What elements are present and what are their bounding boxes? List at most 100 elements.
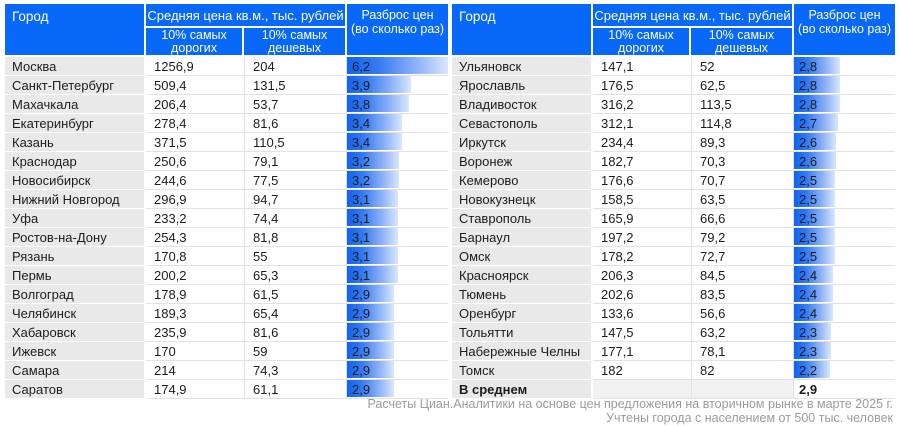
- expensive-cell: 176,6: [593, 171, 692, 190]
- spread-cell: 2,9: [347, 304, 448, 323]
- spread-bar: [347, 342, 395, 359]
- col-header-price-group: Средняя цена кв.м., тыс. рублей: [146, 4, 345, 28]
- spread-bar: [794, 133, 837, 150]
- city-cell: Пермь: [5, 266, 146, 285]
- table-header: Город Средняя цена кв.м., тыс. рублей 10…: [5, 4, 448, 55]
- spread-bar: [794, 171, 835, 188]
- expensive-cell: 202,6: [593, 285, 692, 304]
- spread-bar: [347, 361, 395, 378]
- spread-cell: 3,1: [347, 247, 448, 266]
- spread-value: 3,4: [352, 115, 371, 131]
- expensive-cell: 316,2: [593, 95, 692, 114]
- price-table-right: Город Средняя цена кв.м., тыс. рублей 10…: [452, 4, 895, 399]
- city-cell: Барнаул: [452, 228, 593, 247]
- city-cell: Челябинск: [5, 304, 146, 323]
- spread-cell: 6,2: [347, 57, 448, 76]
- spread-bar: [347, 266, 398, 283]
- city-cell: Санкт-Петербург: [5, 76, 146, 95]
- city-cell: В среднем: [452, 380, 593, 399]
- price-subheaders: 10% самых дорогих 10% самых дешевых: [593, 28, 792, 55]
- cheap-cell: [692, 380, 794, 399]
- spread-value: 2,9: [352, 362, 371, 378]
- spread-cell: 3,2: [347, 171, 448, 190]
- cheap-cell: 204: [245, 57, 347, 76]
- cheap-cell: 61,1: [245, 380, 347, 399]
- table-row: Казань 371,5 110,5 3,4: [5, 133, 448, 152]
- expensive-cell: 250,6: [146, 152, 245, 171]
- spread-value: 2,8: [799, 58, 818, 74]
- city-cell: Казань: [5, 133, 146, 152]
- table-row: Санкт-Петербург 509,4 131,5 3,9: [5, 76, 448, 95]
- expensive-cell: 206,3: [593, 266, 692, 285]
- spread-header-line2: (во сколько раз): [350, 22, 445, 36]
- spread-bar: [794, 285, 834, 302]
- price-subheaders: 10% самых дорогих 10% самых дешевых: [146, 28, 345, 55]
- table-row: Махачкала 206,4 53,7 3,8: [5, 95, 448, 114]
- expensive-cell: 214: [146, 361, 245, 380]
- expensive-cell: 197,2: [593, 228, 692, 247]
- spread-value: 2,9: [799, 381, 818, 397]
- city-cell: Тольятти: [452, 323, 593, 342]
- city-cell: Москва: [5, 57, 146, 76]
- city-cell: Нижний Новгород: [5, 190, 146, 209]
- spread-cell: 3,4: [347, 114, 448, 133]
- expensive-cell: 147,5: [593, 323, 692, 342]
- cheap-cell: 94,7: [245, 190, 347, 209]
- table-row: Москва 1256,9 204 6,2: [5, 57, 448, 76]
- spread-value: 2,3: [799, 343, 818, 359]
- expensive-cell: [593, 380, 692, 399]
- city-cell: Краснодар: [5, 152, 146, 171]
- spread-cell: 2,9: [347, 380, 448, 399]
- spread-value: 6,2: [352, 58, 371, 74]
- table-row: Саратов 174,9 61,1 2,9: [5, 380, 448, 399]
- cheap-cell: 72,7: [692, 247, 794, 266]
- table-row: Томск 182 82 2,2: [452, 361, 895, 380]
- expensive-cell: 509,4: [146, 76, 245, 95]
- expensive-cell: 235,9: [146, 323, 245, 342]
- expensive-cell: 182: [593, 361, 692, 380]
- expensive-cell: 233,2: [146, 209, 245, 228]
- table-row: Ставрополь 165,9 66,6 2,5: [452, 209, 895, 228]
- expensive-cell: 312,1: [593, 114, 692, 133]
- spread-value: 3,1: [352, 229, 371, 245]
- spread-cell: 3,4: [347, 133, 448, 152]
- spread-value: 2,5: [799, 248, 818, 264]
- city-cell: Оренбург: [452, 304, 593, 323]
- price-group-columns: Средняя цена кв.м., тыс. рублей 10% самы…: [146, 4, 347, 55]
- cheap-cell: 55: [245, 247, 347, 266]
- spread-bar: [347, 380, 395, 397]
- cheap-cell: 83,5: [692, 285, 794, 304]
- city-cell: Рязань: [5, 247, 146, 266]
- table-row: Новосибирск 244,6 77,5 3,2: [5, 171, 448, 190]
- spread-value: 2,5: [799, 191, 818, 207]
- spread-value: 2,6: [799, 153, 818, 169]
- cheap-cell: 81,8: [245, 228, 347, 247]
- cheap-cell: 82: [692, 361, 794, 380]
- col-header-expensive: 10% самых дорогих: [146, 28, 245, 55]
- tables-area: Город Средняя цена кв.м., тыс. рублей 10…: [5, 4, 895, 399]
- table-rows-left: Москва 1256,9 204 6,2 Санкт-Петербург 509,4 13…: [5, 57, 448, 399]
- expensive-cell: 200,2: [146, 266, 245, 285]
- spread-value: 2,9: [352, 343, 371, 359]
- expensive-cell: 254,3: [146, 228, 245, 247]
- spread-value: 2,8: [799, 96, 818, 112]
- spread-bar: [347, 209, 398, 226]
- spread-cell: 3,8: [347, 95, 448, 114]
- spread-bar: [794, 57, 840, 74]
- col-header-cheap: 10% самых дешевых: [244, 28, 345, 55]
- city-cell: Ставрополь: [452, 209, 593, 228]
- spread-cell: 2,9: [794, 380, 895, 399]
- table-row: Красноярск 206,3 84,5 2,4: [452, 266, 895, 285]
- price-table-left: Город Средняя цена кв.м., тыс. рублей 10…: [5, 4, 448, 399]
- spread-value: 3,2: [352, 172, 371, 188]
- spread-value: 3,2: [352, 153, 371, 169]
- table-row: Краснодар 250,6 79,1 3,2: [5, 152, 448, 171]
- city-cell: Владивосток: [452, 95, 593, 114]
- spread-cell: 3,1: [347, 266, 448, 285]
- spread-cell: 2,2: [794, 361, 895, 380]
- expensive-cell: 177,1: [593, 342, 692, 361]
- cheap-cell: 110,5: [245, 133, 347, 152]
- city-cell: Воронеж: [452, 152, 593, 171]
- cheap-cell: 65,3: [245, 266, 347, 285]
- cheap-cell: 63,5: [692, 190, 794, 209]
